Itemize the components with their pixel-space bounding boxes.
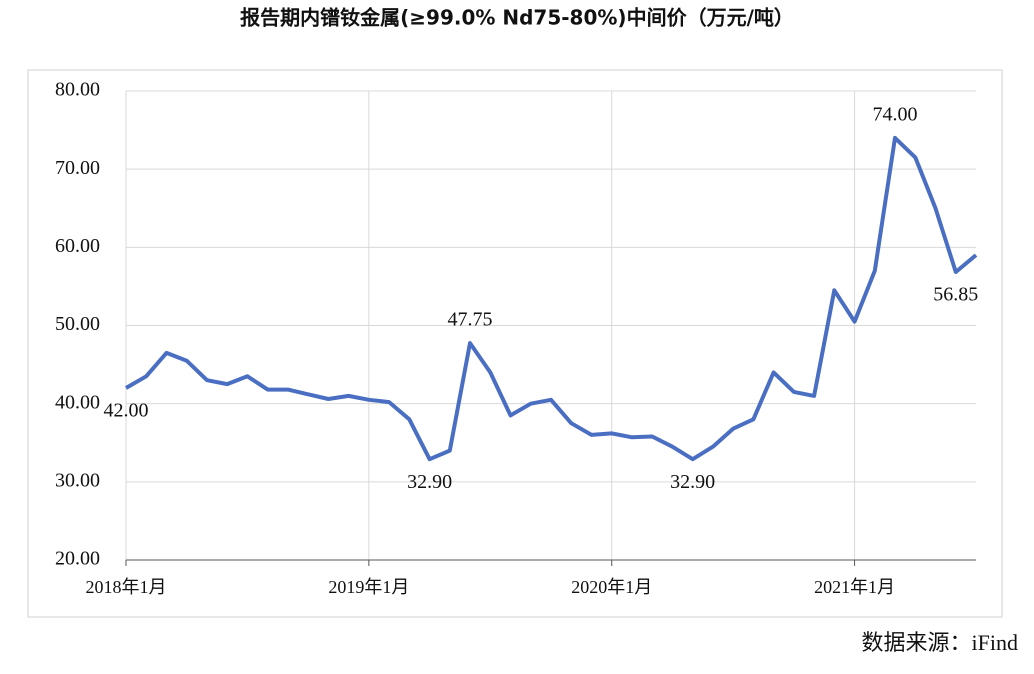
- x-tick-label: 2018年1月: [86, 577, 167, 597]
- y-tick-label: 50.00: [55, 313, 100, 335]
- x-tick-label: 2021年1月: [814, 577, 895, 597]
- data-label: 32.90: [670, 471, 715, 493]
- y-tick-label: 60.00: [55, 235, 100, 257]
- data-label: 47.75: [448, 309, 493, 331]
- data-label: 56.85: [933, 284, 978, 306]
- y-tick-label: 30.00: [55, 469, 100, 491]
- chart-title: 报告期内镨钕金属(≥99.0% Nd75-80%)中间价（万元/吨）: [240, 6, 794, 30]
- x-tick-label: 2019年1月: [328, 577, 409, 597]
- source-note: 数据来源：iFind: [862, 630, 1018, 655]
- x-tick-label: 2020年1月: [571, 577, 652, 597]
- y-tick-label: 20.00: [55, 548, 100, 570]
- data-label: 42.00: [104, 400, 149, 422]
- data-label: 74.00: [873, 103, 918, 125]
- y-tick-label: 80.00: [55, 79, 100, 101]
- data-label: 32.90: [407, 471, 452, 493]
- chart-frame: [27, 69, 1003, 618]
- data-line: [124, 135, 978, 462]
- y-tick-label: 40.00: [55, 391, 100, 413]
- y-tick-label: 70.00: [55, 157, 100, 179]
